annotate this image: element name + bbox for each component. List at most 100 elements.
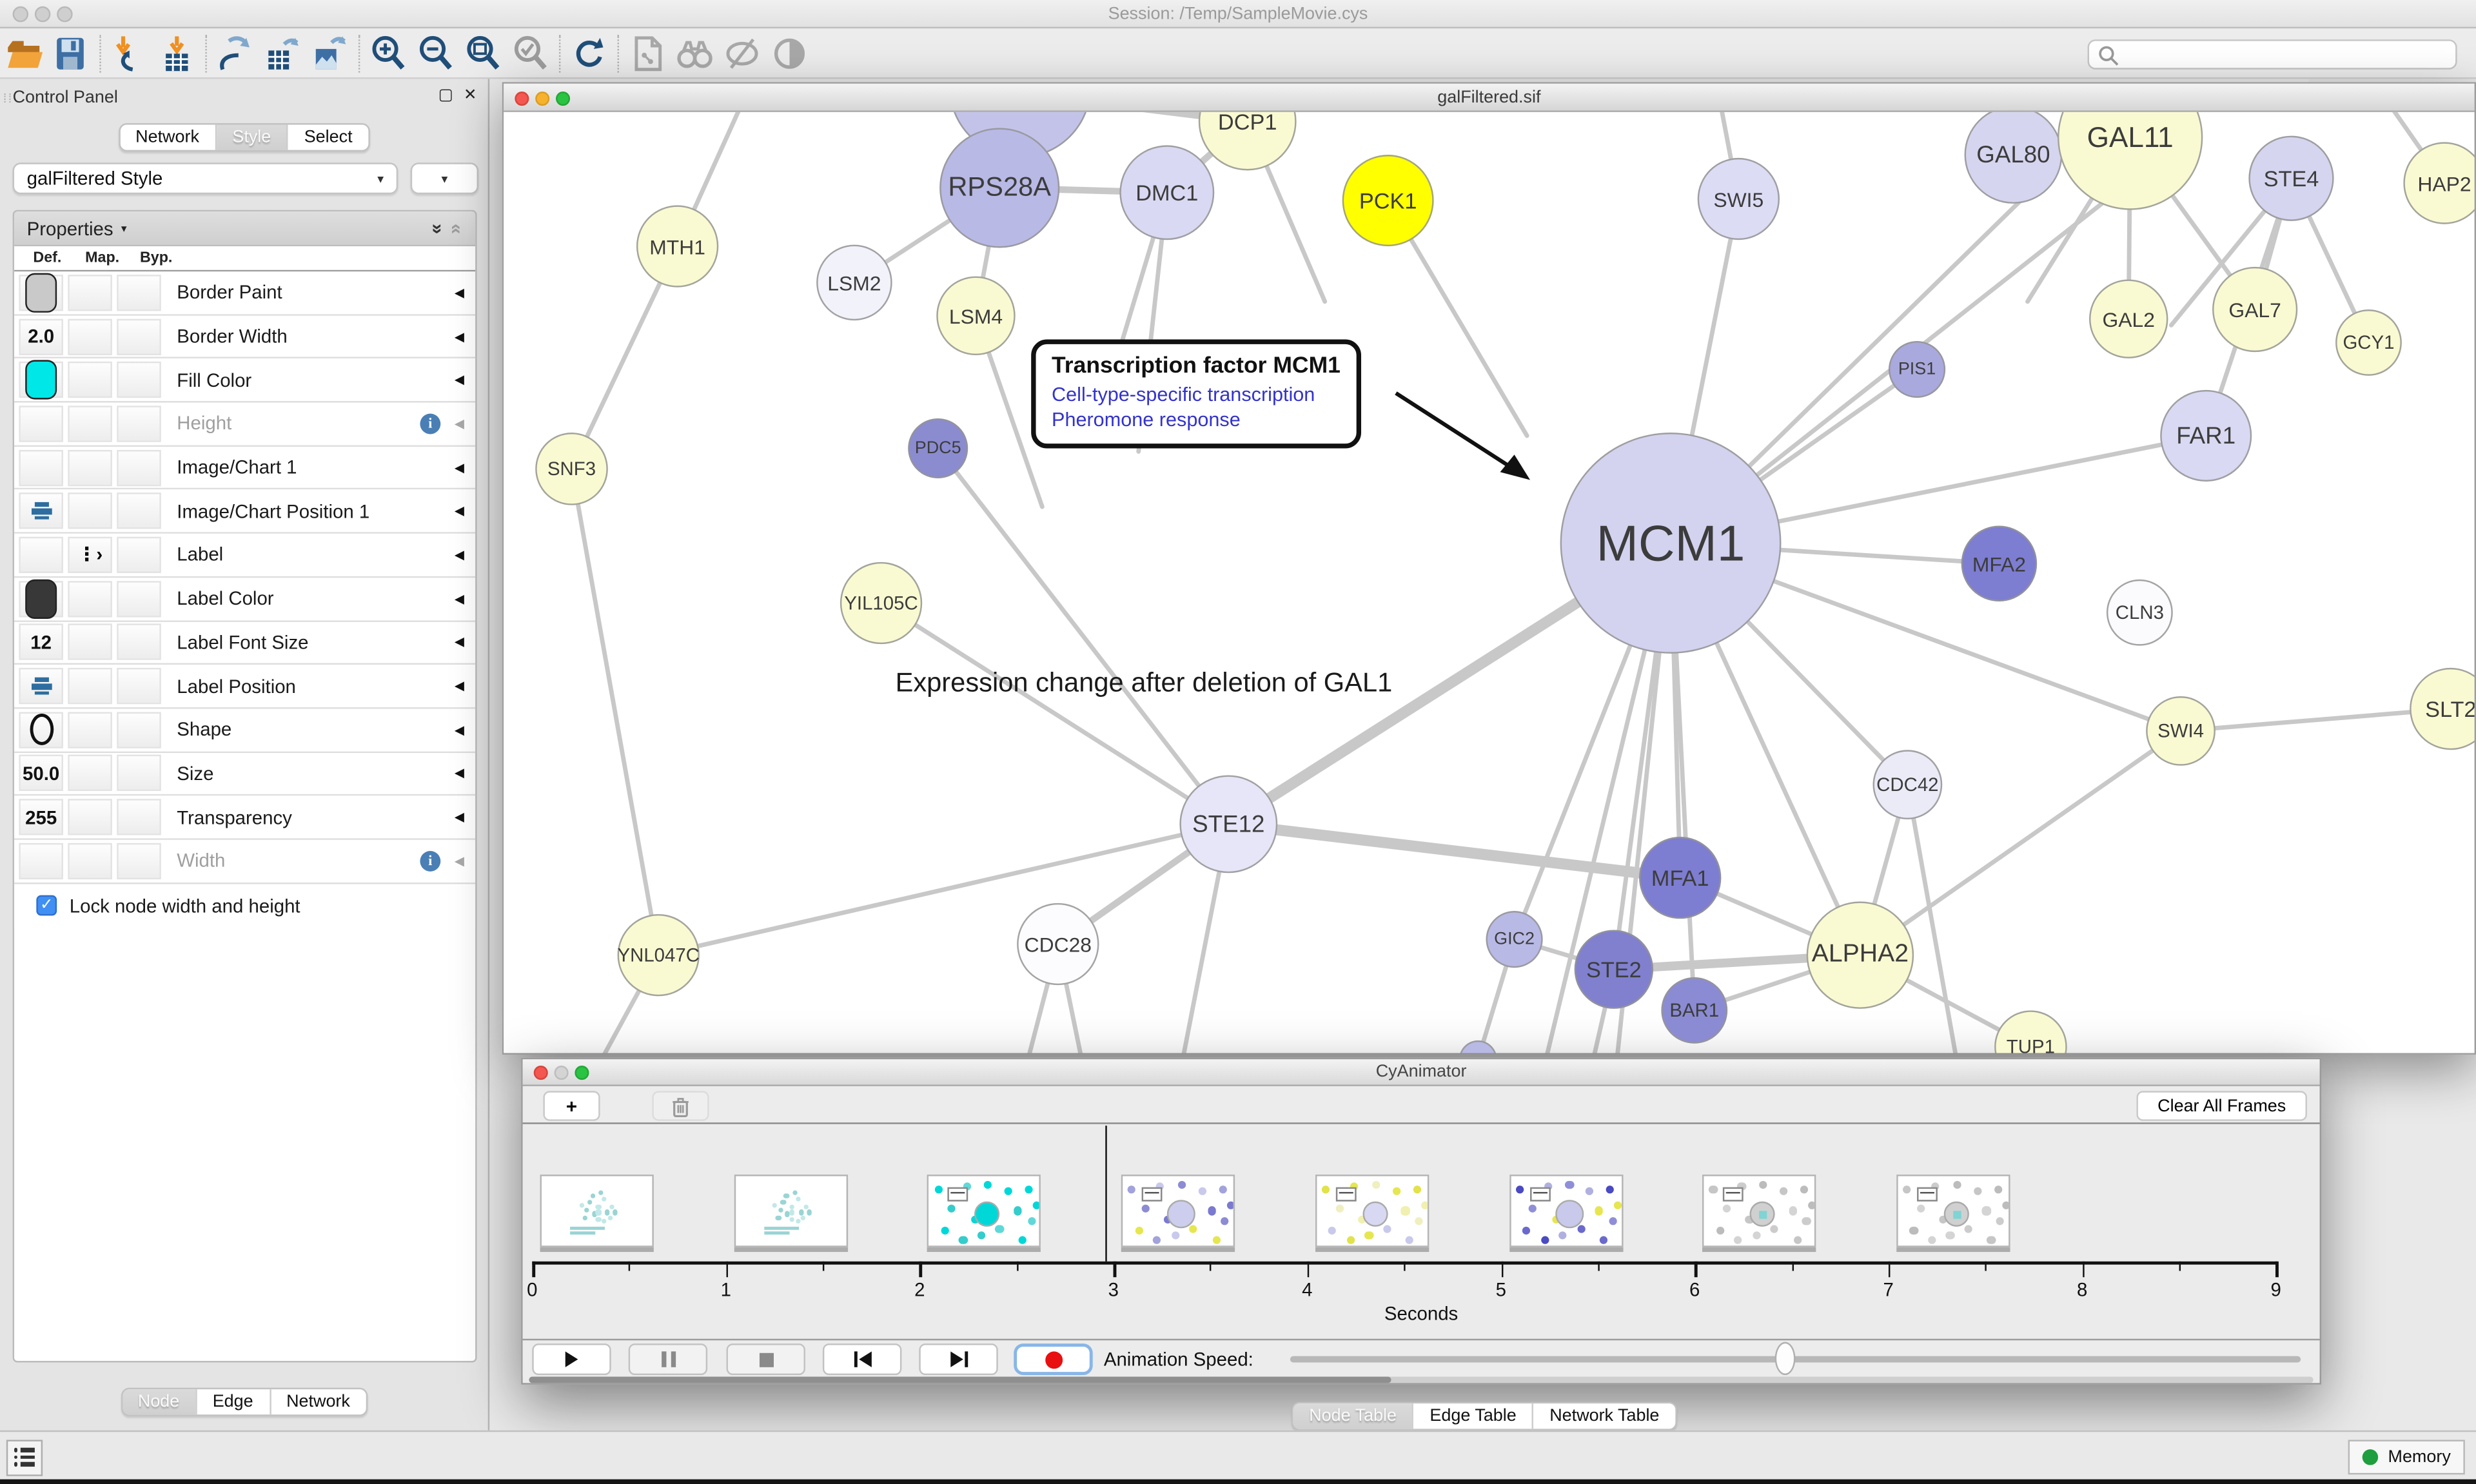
network-node[interactable]: STE2 <box>1574 930 1654 1009</box>
zoom-out-button[interactable] <box>412 32 459 73</box>
save-session-button[interactable] <box>47 32 94 73</box>
property-cell[interactable] <box>117 493 161 530</box>
expand-property-icon[interactable]: ◀ <box>454 329 465 344</box>
network-node[interactable]: MFA2 <box>1961 525 2038 602</box>
property-cell[interactable] <box>117 624 161 661</box>
timeline-frame-thumbnail[interactable] <box>734 1175 848 1247</box>
tab-edge-table[interactable]: Edge Table <box>1414 1403 1534 1429</box>
network-canvas[interactable]: RPS28BRPS28ADCP1DMC1PCK1SWI5GAL80GAL11ST… <box>504 112 2475 1053</box>
close-traffic-light[interactable] <box>12 6 29 23</box>
property-cell[interactable]: ⋮› <box>68 536 112 573</box>
search-binoculars-button[interactable] <box>671 32 718 73</box>
network-node[interactable]: YIL105C <box>840 561 923 645</box>
property-cell[interactable] <box>19 273 63 313</box>
property-cell[interactable] <box>68 274 112 311</box>
network-node[interactable]: SWI5 <box>1697 157 1780 240</box>
timeline-frame-thumbnail[interactable] <box>1896 1175 2010 1247</box>
property-cell[interactable] <box>117 711 161 748</box>
property-cell[interactable] <box>68 755 112 792</box>
network-node[interactable]: YNL047C <box>618 913 700 997</box>
network-search-box[interactable] <box>2087 39 2457 70</box>
mcm1-annotation[interactable]: Transcription factor MCM1 Cell-type-spec… <box>1031 339 1361 449</box>
network-window-titlebar[interactable]: galFiltered.sif <box>504 83 2475 112</box>
timeline[interactable]: 0 1 2 3 4 5 6 7 8 9 Seconds <box>522 1126 2320 1339</box>
network-node[interactable]: CLN3 <box>2106 579 2173 646</box>
property-cell[interactable] <box>117 536 161 573</box>
expand-property-icon[interactable]: ◀ <box>454 810 465 825</box>
add-frame-button[interactable]: + <box>543 1091 600 1121</box>
property-cell[interactable]: 12 <box>19 624 63 661</box>
next-frame-button[interactable] <box>919 1343 998 1376</box>
expand-property-icon[interactable]: ◀ <box>454 591 465 606</box>
property-row[interactable]: Border Paint ◀ <box>14 271 476 316</box>
expand-property-icon[interactable]: ◀ <box>454 766 465 781</box>
property-cell[interactable] <box>68 667 112 705</box>
tab-network-table[interactable]: Network Table <box>1549 1407 1660 1426</box>
property-row[interactable]: 2.0 Border Width ◀ <box>14 315 476 359</box>
properties-header[interactable]: Properties ▾ » « <box>14 211 476 247</box>
property-row[interactable]: Label Position ◀ <box>14 665 476 709</box>
show-graphics-button[interactable] <box>766 32 813 73</box>
property-cell[interactable] <box>117 362 161 398</box>
network-node[interactable]: MCM1 <box>1560 433 1782 654</box>
pause-button[interactable] <box>628 1343 708 1376</box>
property-cell[interactable] <box>19 405 63 442</box>
property-cell[interactable] <box>117 843 161 879</box>
network-node[interactable]: GAL2 <box>2089 279 2168 358</box>
float-panel-icon[interactable]: ▢ <box>438 86 453 104</box>
timeline-frame-thumbnail[interactable] <box>1315 1175 1429 1247</box>
property-cell[interactable] <box>68 799 112 835</box>
lock-size-row[interactable]: ✓ Lock node width and height <box>14 883 476 928</box>
property-cell[interactable] <box>19 536 63 573</box>
property-cell[interactable] <box>68 405 112 442</box>
expand-property-icon[interactable]: ◀ <box>454 547 465 562</box>
expand-property-icon[interactable]: ◀ <box>454 373 465 387</box>
timeline-frame-thumbnail[interactable] <box>927 1175 1041 1247</box>
property-cell[interactable] <box>117 755 161 792</box>
property-cell[interactable] <box>19 449 63 486</box>
speed-slider-thumb[interactable] <box>1774 1342 1796 1376</box>
export-image-button[interactable] <box>306 32 353 73</box>
play-button[interactable] <box>532 1343 611 1376</box>
timeline-frame-thumbnail[interactable] <box>540 1175 654 1247</box>
property-row[interactable]: Fill Color ◀ <box>14 358 476 403</box>
export-table-button[interactable] <box>259 32 306 73</box>
annotation-link-2[interactable]: Pheromone response <box>1052 409 1241 431</box>
expand-property-icon[interactable]: ◀ <box>454 416 465 431</box>
tab-network[interactable]: Network <box>120 124 217 150</box>
refresh-view-button[interactable] <box>565 32 613 73</box>
network-node[interactable]: GIC2 <box>1486 911 1543 968</box>
expand-property-icon[interactable]: ◀ <box>454 503 465 518</box>
property-row[interactable]: Shape ◀ <box>14 708 476 753</box>
timeline-frame-thumbnail[interactable] <box>1509 1175 1623 1247</box>
expand-property-icon[interactable]: ◀ <box>454 635 465 650</box>
open-session-button[interactable] <box>0 32 47 73</box>
expand-property-icon[interactable]: ◀ <box>454 679 465 694</box>
property-row[interactable]: Image/Chart Position 1 ◀ <box>14 490 476 534</box>
property-cell[interactable]: 255 <box>19 799 63 835</box>
import-network-button[interactable] <box>106 32 153 73</box>
close-traffic-light[interactable] <box>515 90 529 105</box>
stop-button[interactable] <box>726 1343 805 1376</box>
record-button[interactable] <box>1014 1343 1093 1376</box>
timeline-playhead[interactable] <box>1105 1126 1107 1262</box>
expand-property-icon[interactable]: ◀ <box>454 460 465 475</box>
network-node[interactable]: HAP2 <box>2403 142 2475 224</box>
property-cell[interactable] <box>68 624 112 661</box>
expand-property-icon[interactable]: ◀ <box>454 285 465 300</box>
network-node[interactable]: PDC5 <box>908 418 968 479</box>
network-node[interactable]: LSM4 <box>936 276 1016 356</box>
property-row[interactable]: 255 Transparency ◀ <box>14 796 476 840</box>
network-node[interactable]: MTH1 <box>636 205 719 288</box>
property-cell[interactable]: 2.0 <box>19 318 63 355</box>
property-cell[interactable] <box>68 362 112 398</box>
tab-select[interactable]: Select <box>304 128 353 147</box>
network-node[interactable]: BAR1 <box>1661 977 1728 1044</box>
tab-edge-style[interactable]: Edge <box>197 1389 271 1415</box>
timeline-frame-thumbnail[interactable] <box>1702 1175 1816 1247</box>
property-cell[interactable] <box>68 843 112 879</box>
property-cell[interactable] <box>117 405 161 442</box>
property-cell[interactable] <box>68 493 112 530</box>
network-node[interactable]: SWI4 <box>2146 696 2216 766</box>
property-row[interactable]: 12 Label Font Size ◀ <box>14 621 476 665</box>
